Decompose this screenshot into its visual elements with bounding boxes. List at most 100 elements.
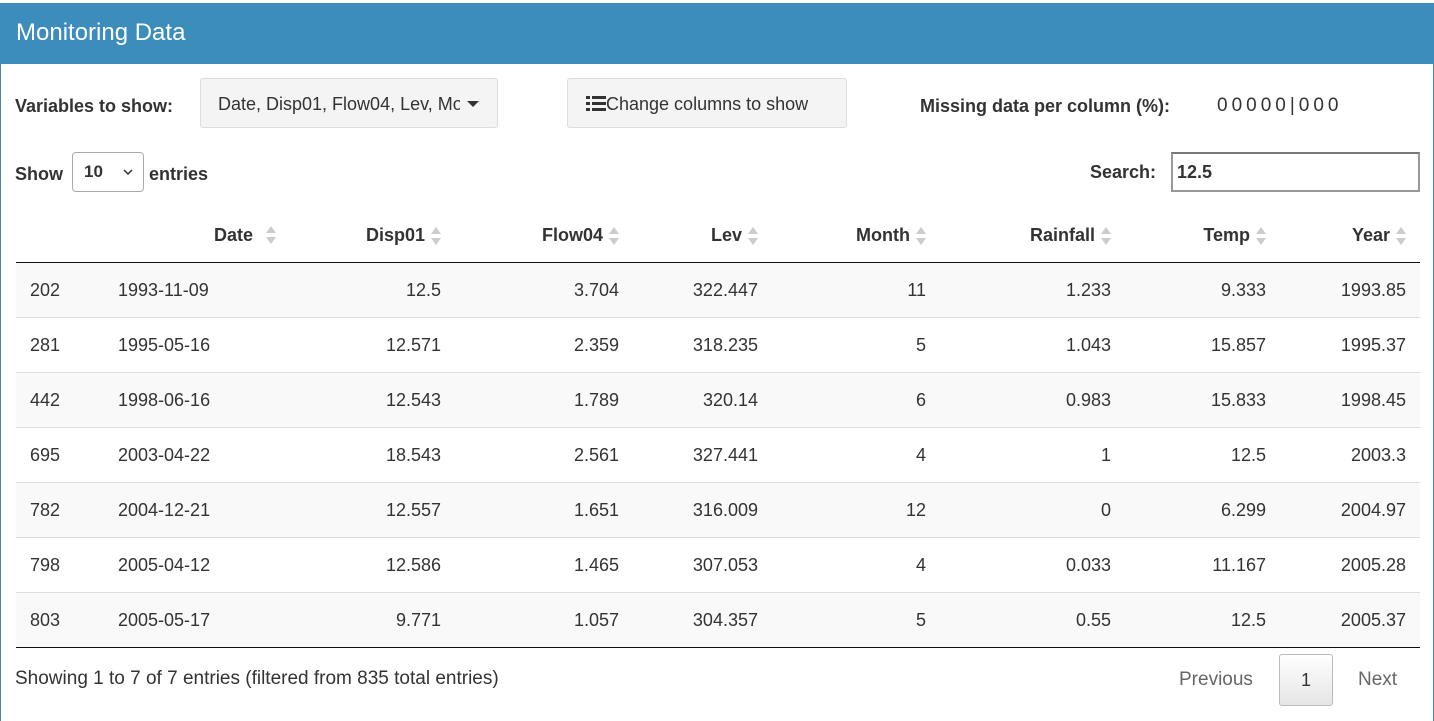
table-row: 442 1998-06-16 12.543 1.789 320.14 6 0.983 15.8… (16, 372, 1420, 428)
button-text: Change columns to show (606, 94, 809, 114)
table-cell: 11 (772, 262, 940, 318)
table-cell: 2005.28 (1280, 537, 1420, 593)
table-cell: 1.789 (455, 372, 633, 428)
column-title: Flow04 (541, 224, 603, 245)
sort-icon (1396, 226, 1406, 245)
table-cell: 2.359 (455, 317, 633, 373)
column-title: Year (1351, 224, 1390, 245)
table-cell: 9.333 (1125, 262, 1280, 318)
table-cell: 0.983 (940, 372, 1125, 428)
column-header[interactable]: Date (100, 208, 290, 263)
variables-dropdown[interactable]: Date, Disp01, Flow04, Lev, Mo (200, 78, 498, 128)
column-header[interactable]: Disp01 (290, 208, 455, 263)
table-cell: 1.465 (455, 537, 633, 593)
table-cell: 4 (772, 427, 940, 483)
table-cell: 12.5 (1125, 427, 1280, 483)
column-title: Temp (1203, 224, 1250, 245)
table-row: 782 2004-12-21 12.557 1.651 316.009 12 0 6.299 2… (16, 482, 1420, 538)
table-cell: 5 (772, 592, 940, 648)
select-arrow (123, 169, 133, 175)
show-label: Show (15, 164, 63, 184)
variables-label: Variables to show: (15, 96, 174, 116)
table-cell: 5 (772, 317, 940, 373)
list-icon (586, 96, 606, 111)
sort-icon (431, 226, 441, 245)
table-info: Showing 1 to 7 of 7 entries (filtered fr… (15, 668, 499, 689)
column-header[interactable]: Temp (1125, 208, 1280, 263)
column-header[interactable]: Rainfall (940, 208, 1125, 263)
table-cell: 320.14 (633, 372, 772, 428)
next-button[interactable]: Next (1358, 669, 1398, 690)
table-cell: 2003.3 (1280, 427, 1420, 483)
sort-icon (266, 226, 276, 244)
table-body: 202 1993-11-09 12.5 3.704 322.447 11 1.233 9.33… (16, 262, 1420, 648)
page-button[interactable]: 1 (1279, 654, 1333, 706)
monitoring-box: Monitoring Data (0, 3, 1434, 721)
table-cell: 1995.37 (1280, 317, 1420, 373)
table-cell: 4 (772, 537, 940, 593)
change-columns-button[interactable]: Change columns to show (567, 78, 847, 128)
table-cell: 2004.97 (1280, 482, 1420, 538)
table-row: 803 2005-05-17 9.771 1.057 304.357 5 0.55 12.5 2… (16, 592, 1420, 648)
column-header[interactable]: Month (772, 208, 940, 263)
table-cell: 1.233 (940, 262, 1125, 318)
table-cell: 1.651 (455, 482, 633, 538)
table-cell: 12.586 (290, 537, 455, 593)
table-cell: 0.033 (940, 537, 1125, 593)
missing-value: 00000|000 (1217, 95, 1343, 116)
table-cell: 12.543 (290, 372, 455, 428)
table-cell: 2005-05-17 (100, 592, 290, 648)
box-header: Monitoring Data (1, 3, 1433, 64)
column-title: Lev (710, 224, 742, 245)
table-cell: 15.857 (1125, 317, 1280, 373)
header-row: Date Disp01 Flow04 Lev Month Rainfall Temp Year (16, 208, 1420, 263)
table-cell: 2003-04-22 (100, 427, 290, 483)
table-cell: 2.561 (455, 427, 633, 483)
table-cell: 2005-04-12 (100, 537, 290, 593)
column-header[interactable]: Year (1280, 208, 1420, 263)
table-row: 798 2005-04-12 12.586 1.465 307.053 4 0.033 11.… (16, 537, 1420, 593)
caret (467, 101, 479, 107)
column-title: Date (214, 224, 254, 245)
table-cell: 2005.37 (1280, 592, 1420, 648)
table-cell: 12.5 (290, 262, 455, 318)
variables-value: Date, Disp01, Flow04, Lev, Mo (218, 94, 460, 114)
table-cell: 12.5 (1125, 592, 1280, 648)
table-cell: 6.299 (1125, 482, 1280, 538)
length-select[interactable]: 10 (72, 152, 144, 192)
table-row: 695 2003-04-22 18.543 2.561 327.441 4 1 12.5 200… (16, 427, 1420, 483)
column-header (16, 208, 100, 263)
table-cell: 0 (940, 482, 1125, 538)
table-cell: 316.009 (633, 482, 772, 538)
data-table: Date Disp01 Flow04 Lev Month Rainfall Temp Year… (16, 208, 1420, 648)
table-row: 202 1993-11-09 12.5 3.704 322.447 11 1.233 9.33… (16, 262, 1420, 318)
previous-button[interactable]: Previous (1179, 669, 1253, 690)
search-input[interactable]: 12.5 (1171, 152, 1420, 192)
table-cell: 798 (16, 537, 100, 593)
table-cell: 0.55 (940, 592, 1125, 648)
table-cell: 1993-11-09 (100, 262, 290, 318)
table-cell: 1.057 (455, 592, 633, 648)
table-cell: 9.771 (290, 592, 455, 648)
sort-icon (1256, 226, 1266, 245)
sort-icon (748, 226, 758, 245)
column-header[interactable]: Flow04 (455, 208, 633, 263)
table-cell: 1993.85 (1280, 262, 1420, 318)
sort-icon (916, 226, 926, 245)
table-cell: 202 (16, 262, 100, 318)
table-cell: 1.043 (940, 317, 1125, 373)
table-cell: 18.543 (290, 427, 455, 483)
table-cell: 803 (16, 592, 100, 648)
table-cell: 318.235 (633, 317, 772, 373)
table-cell: 327.441 (633, 427, 772, 483)
column-header[interactable]: Lev (633, 208, 772, 263)
column-title: Disp01 (365, 224, 425, 245)
length-value: 10 (84, 162, 103, 181)
table-cell: 15.833 (1125, 372, 1280, 428)
search-label: Search: (1090, 162, 1157, 182)
column-title: Month (856, 224, 910, 245)
table-cell: 281 (16, 317, 100, 373)
table-cell: 1998.45 (1280, 372, 1420, 428)
entries-label: entries (149, 164, 209, 184)
